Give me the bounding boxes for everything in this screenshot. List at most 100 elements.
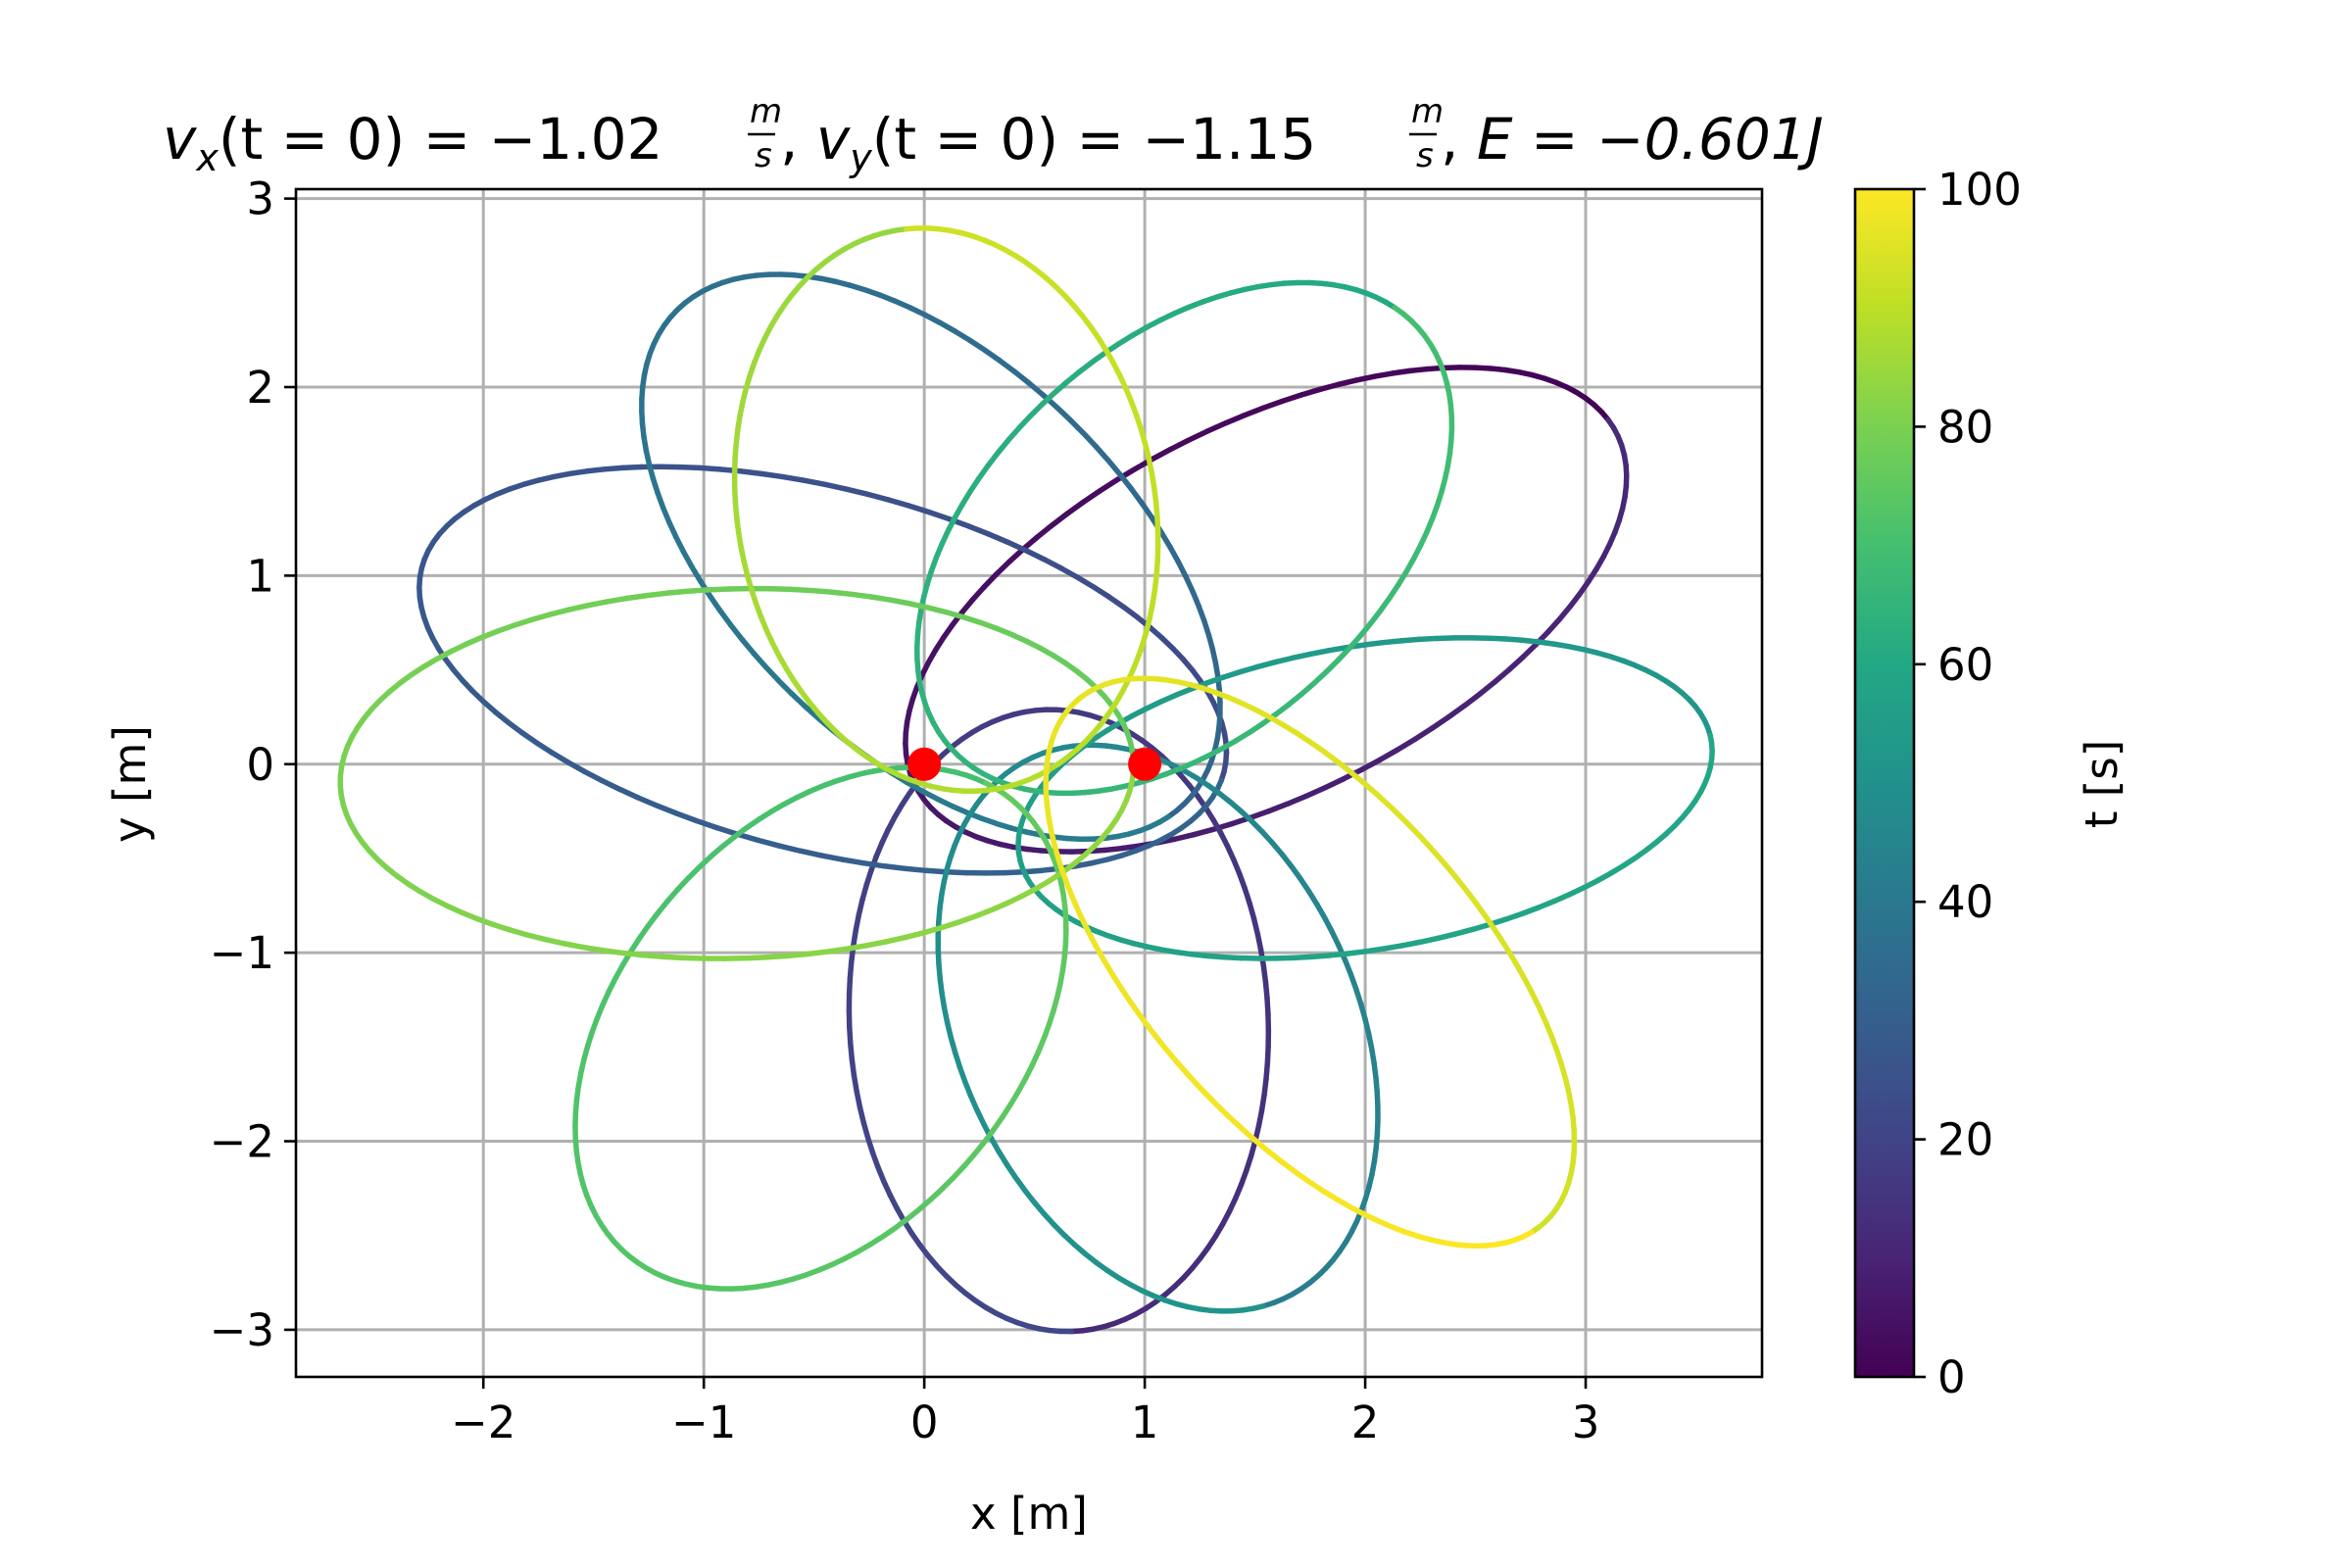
trajectory-segment (1140, 1016, 1157, 1038)
trajectory-segment (518, 729, 540, 746)
title-vy-symbol: v (816, 106, 852, 172)
trajectory-segment (1502, 636, 1526, 644)
trajectory-segment (1199, 1087, 1218, 1106)
title-vx-symbol: v (163, 106, 198, 172)
trajectory-segment (823, 946, 850, 955)
trajectory-segment (529, 612, 554, 622)
trajectory-segment (1536, 898, 1557, 910)
y-tick-label: 1 (246, 550, 274, 602)
trajectory-segment (1357, 620, 1374, 639)
trajectory-segment (1072, 859, 1095, 869)
trajectory-segment (1325, 644, 1349, 654)
trajectory-segment (1204, 674, 1227, 686)
trajectory-segment (1128, 485, 1145, 506)
trajectory-segment (994, 625, 1015, 638)
trajectory-segment (1023, 548, 1048, 563)
trajectory-segment (601, 465, 625, 472)
trajectory-segment (1162, 1046, 1181, 1066)
trajectory-segment (1348, 770, 1369, 788)
trajectory-segment (1417, 935, 1441, 946)
trajectory-segment (1265, 801, 1291, 814)
trajectory-segment (1052, 379, 1070, 396)
trajectory-segment (1359, 757, 1383, 772)
trajectory-segment (966, 523, 992, 537)
trajectory-segment (474, 915, 496, 928)
title-unit-num-2: m (1411, 92, 1444, 131)
trajectory-segment (1397, 636, 1422, 644)
trajectory-segment (1080, 430, 1100, 450)
trajectory-segment (635, 795, 661, 808)
trajectory-segment (1392, 305, 1406, 317)
title-unit-num-1: m (750, 92, 782, 131)
y-tick-label: −3 (210, 1304, 274, 1356)
title-unit-den-1: s (755, 136, 772, 175)
trajectory-segment (779, 473, 807, 483)
trajectory-segment (767, 585, 795, 593)
trajectory-segment (829, 589, 856, 598)
trajectory-segment (1272, 655, 1296, 665)
title-vy-value: (t = 0) = −1.15 (872, 106, 1317, 172)
trajectory-segment (659, 954, 685, 961)
trajectory-segment (1034, 522, 1055, 541)
y-axis-label: y [m] (104, 725, 156, 843)
trajectory-segment (685, 587, 711, 595)
trajectory-segment (618, 950, 645, 958)
trajectory-segment (697, 465, 723, 472)
trajectory-segment (567, 468, 590, 477)
trajectory-segment (843, 486, 870, 497)
trajectory-segment (943, 868, 969, 876)
trajectory-segment (1320, 1188, 1341, 1202)
trajectory-segment (1222, 413, 1248, 426)
trajectory-segment (775, 677, 795, 697)
trajectory-segment (967, 337, 988, 354)
trajectory-segment (1167, 437, 1192, 453)
trajectory-segment (1486, 635, 1509, 642)
trajectory-segment (1106, 594, 1127, 611)
y-tick-label: −1 (210, 927, 274, 979)
trajectory-segment (1446, 703, 1468, 720)
trajectory-segment (1380, 638, 1404, 646)
trajectory-segment (654, 803, 680, 816)
trajectory-segment (666, 519, 679, 540)
trajectory-segment (680, 549, 695, 569)
trajectory-segment (863, 491, 891, 503)
trajectory-segment (1407, 366, 1431, 374)
trajectory-segment (1157, 692, 1179, 705)
trajectory-segment (1428, 845, 1446, 864)
colorbar-tick-label: 20 (1937, 1114, 1993, 1166)
trajectory-segment (934, 796, 956, 809)
trajectory-segment (737, 468, 764, 477)
trajectory-segment (492, 709, 512, 725)
trajectory-segment (547, 607, 572, 617)
trajectory-segment (1322, 775, 1347, 791)
trajectory-segment (1477, 678, 1498, 697)
trajectory-segment (716, 466, 744, 474)
trajectory-segment (969, 584, 987, 603)
trajectory-segment (1435, 931, 1458, 942)
trajectory-segment (1158, 529, 1173, 550)
trajectory-segment (995, 437, 1011, 456)
colorbar-label: t [s] (2076, 740, 2128, 829)
trajectory-segment (448, 641, 469, 655)
trajectory-segment (1316, 381, 1342, 393)
trajectory-segment (1085, 928, 1100, 950)
trajectory-segment (1361, 639, 1386, 648)
trajectory-segment (1214, 777, 1224, 793)
trajectory-segment (1002, 868, 1026, 876)
fixed-point-marker (1128, 747, 1162, 781)
trajectory-segment (1185, 428, 1210, 444)
trajectory-segment (741, 955, 768, 961)
trajectory-segment (1461, 691, 1484, 709)
trajectory-segment (944, 610, 967, 620)
trajectory-segment (463, 634, 485, 648)
trajectory-segment (579, 944, 605, 954)
trajectory-segment (884, 497, 911, 509)
trajectory-segment (1075, 574, 1098, 591)
trajectory-segment (1221, 955, 1245, 961)
trajectory-segment (1264, 1044, 1271, 1066)
trajectory-segment (1262, 979, 1270, 1002)
trajectory-segment (1605, 416, 1617, 431)
trajectory-segment (802, 704, 822, 722)
title-vy-subscript: y (849, 136, 872, 179)
trajectory-segment (1291, 954, 1314, 961)
